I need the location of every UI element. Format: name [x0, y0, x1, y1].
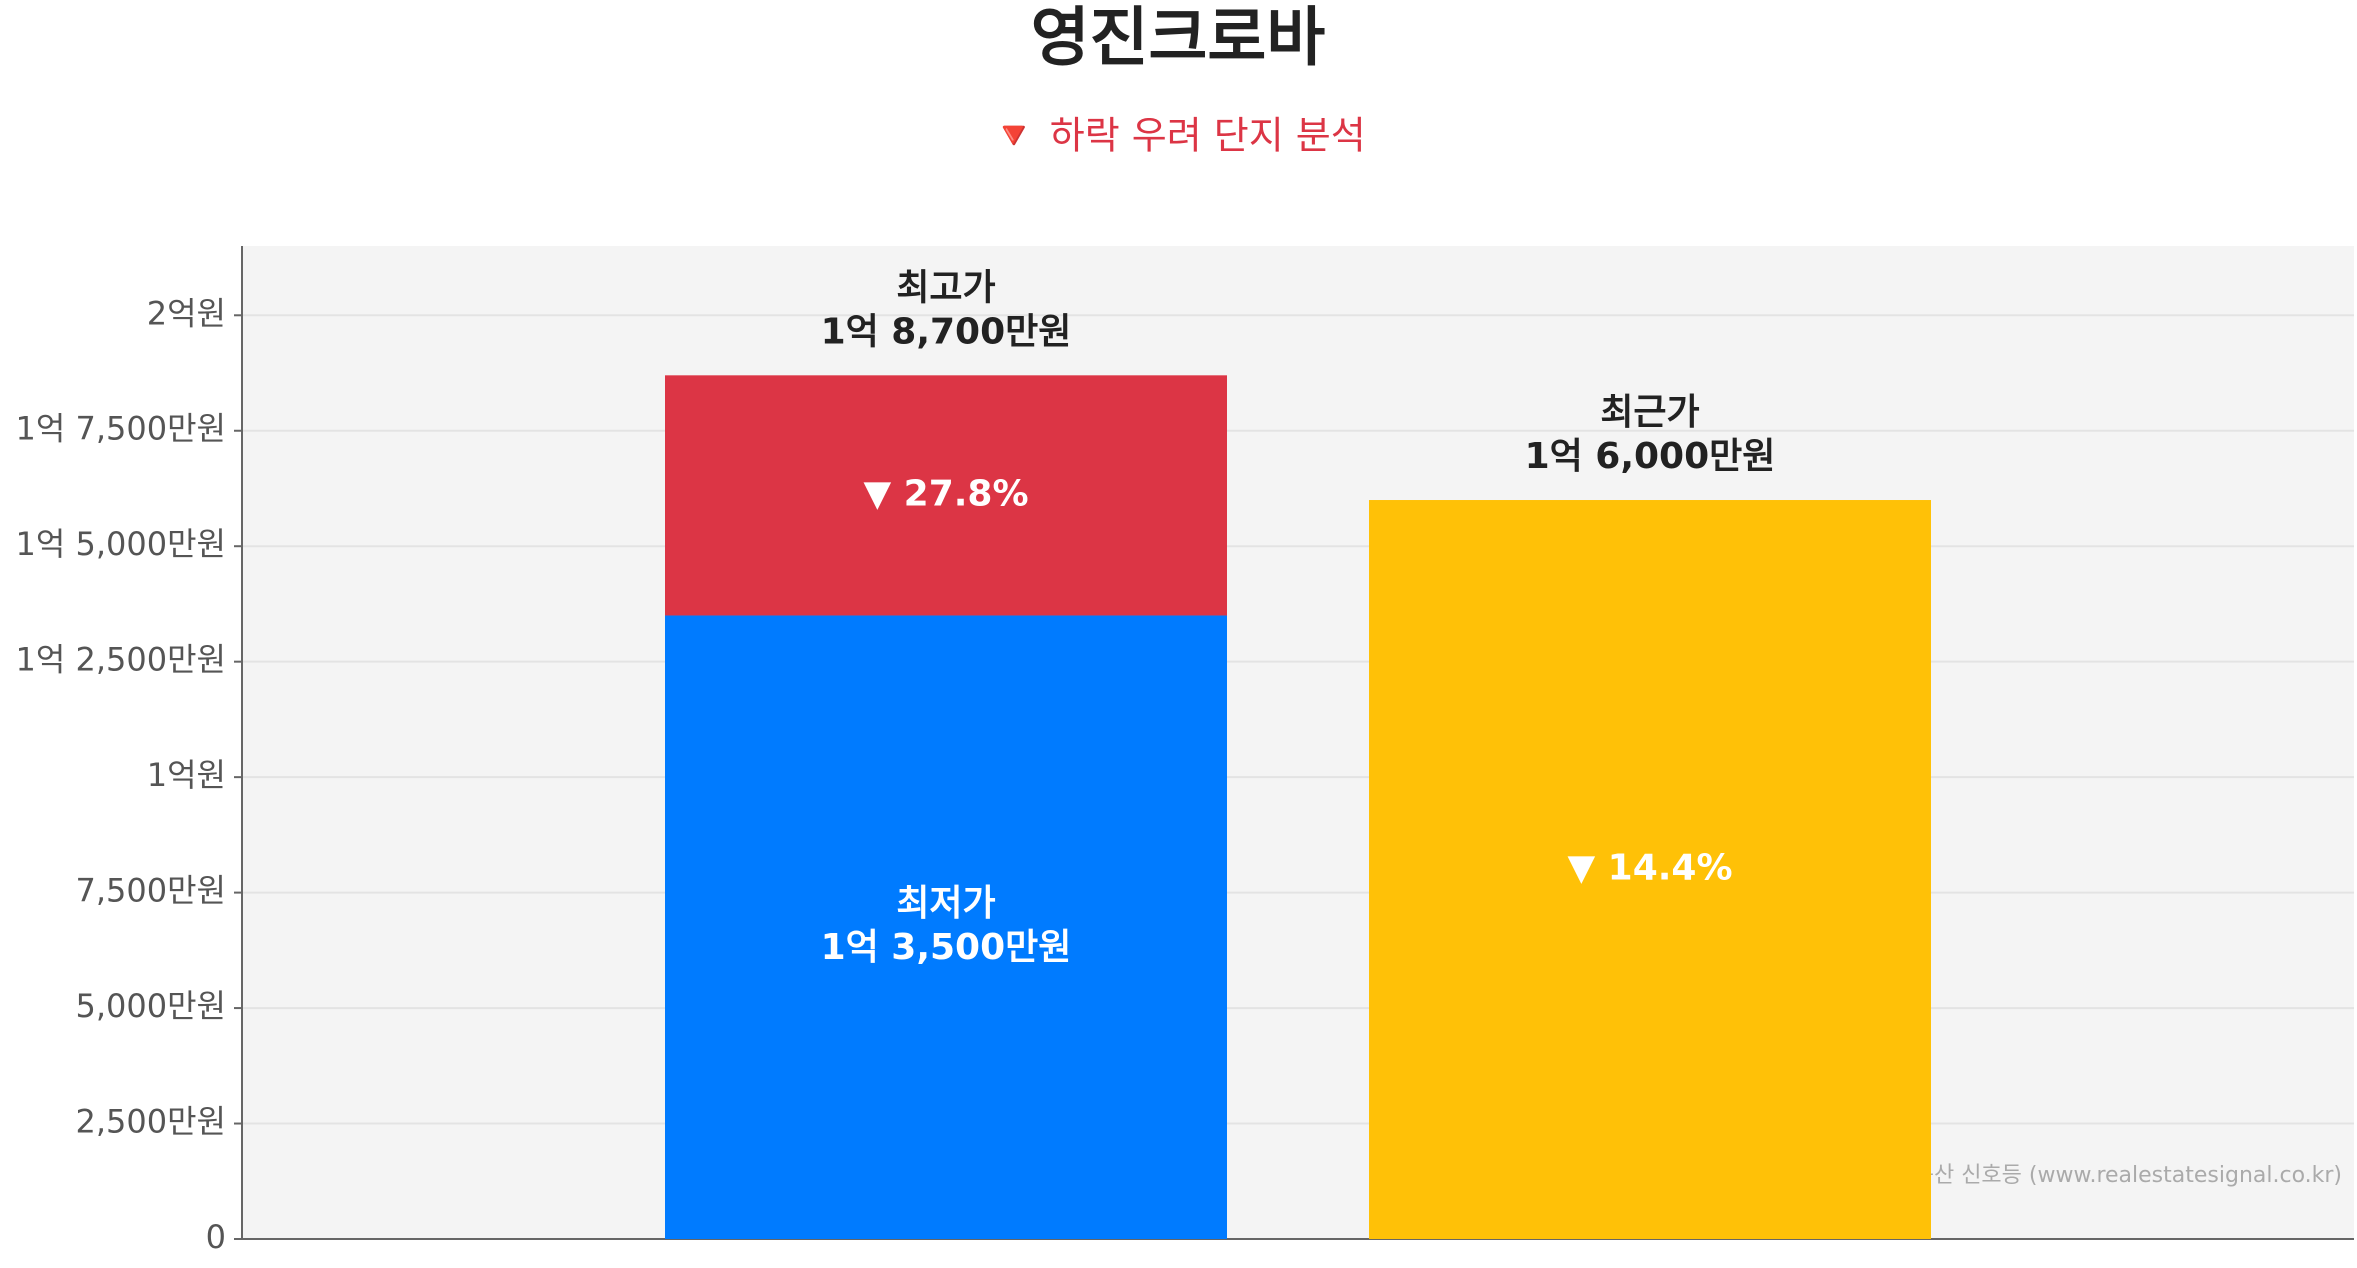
y-tick-label: 1억원 — [147, 756, 226, 794]
chart-subtitle: 🔻 하락 우려 단지 분석 — [990, 114, 1365, 158]
segment-name: 최저가 — [896, 883, 995, 924]
y-tick-label: 1억 2,500만원 — [16, 641, 226, 679]
y-tick-label: 1억 7,500만원 — [16, 410, 226, 448]
bar-segment — [665, 375, 1227, 616]
bar-total-label: 1억 6,000만원 — [1525, 436, 1776, 477]
change-label: ▼ 27.8% — [863, 473, 1028, 514]
chart-title: 영진크로바 — [1031, 2, 1326, 76]
y-tick-label: 7,500만원 — [76, 872, 227, 910]
change-label: ▼ 14.4% — [1567, 848, 1732, 889]
plot-area — [242, 246, 2354, 1239]
segment-value-label: 1억 3,500만원 — [821, 927, 1072, 968]
y-tick-label: 5,000만원 — [76, 987, 227, 1025]
y-tick-label: 0 — [206, 1218, 226, 1256]
bar-segment — [1369, 500, 1931, 1239]
y-tick-label: 2억원 — [147, 294, 226, 332]
bar-name: 최고가 — [896, 267, 995, 308]
y-tick-label: 1억 5,000만원 — [16, 525, 226, 563]
bar-total-label: 1억 8,700만원 — [821, 311, 1072, 352]
y-tick-label: 2,500만원 — [76, 1103, 227, 1141]
bar-segment — [665, 615, 1227, 1239]
bar-name: 최근가 — [1600, 392, 1699, 433]
